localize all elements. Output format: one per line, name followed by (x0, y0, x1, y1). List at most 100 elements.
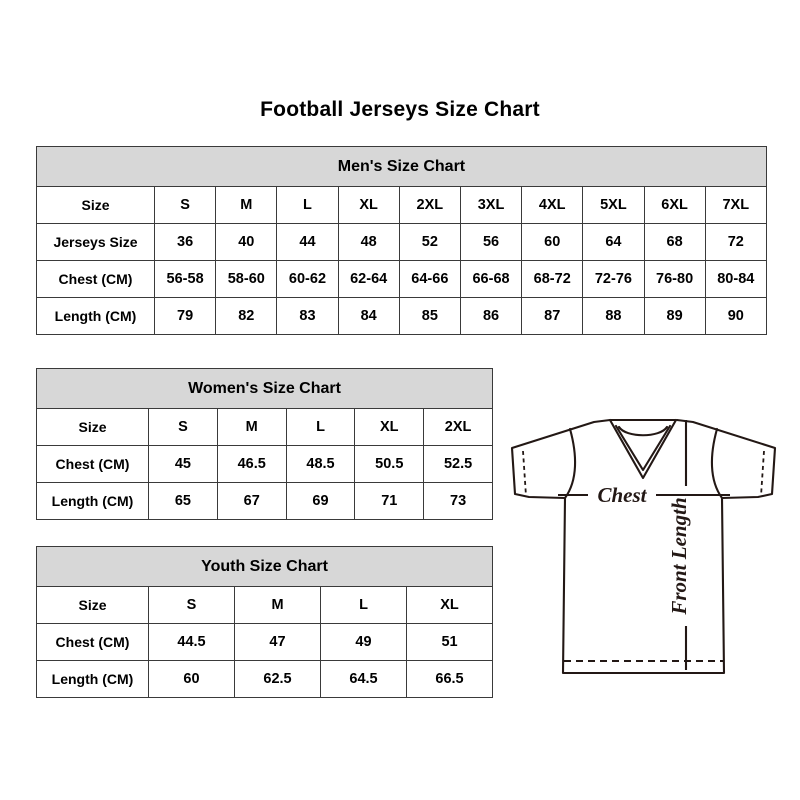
row-label-chest: Chest (CM) (36, 260, 155, 298)
table-cell: 90 (704, 297, 767, 335)
table-cell: 72 (704, 223, 767, 261)
table-cell-size: S (153, 186, 217, 224)
table-cell: 66.5 (405, 660, 494, 698)
tshirt-measurement-diagram: Chest Front Length (498, 398, 788, 698)
row-label-chest: Chest (CM) (36, 445, 149, 483)
table-cell-size: L (285, 408, 356, 446)
table-cell: 84 (337, 297, 400, 335)
shirt-left-cuff-dash (522, 450, 527, 497)
table-cell: 60 (521, 223, 584, 261)
womens-size-chart-table: Women's Size Chart Size S M L XL 2XL Che… (35, 368, 494, 520)
table-cell-size: 2XL (423, 408, 494, 446)
row-label-jerseys-size: Jerseys Size (36, 223, 155, 261)
youth-size-chart-table: Youth Size Chart Size S M L XL Chest (CM… (35, 546, 494, 698)
mens-size-chart-table: Men's Size Chart Size S M L XL 2XL 3XL 4… (36, 146, 767, 335)
youth-table-caption: Youth Size Chart (35, 546, 494, 587)
page-title: Football Jerseys Size Chart (260, 98, 540, 121)
table-cell: 71 (354, 482, 425, 520)
table-caption-row: Women's Size Chart (35, 368, 494, 409)
table-row: Length (CM) 60 62.5 64.5 66.5 (36, 660, 494, 698)
shirt-vneck-inner-1 (614, 424, 672, 472)
row-label-size: Size (36, 408, 149, 446)
table-cell: 67 (216, 482, 287, 520)
womens-table-caption: Women's Size Chart (35, 368, 494, 409)
table-cell-size: M (216, 408, 287, 446)
table-cell-size: 6XL (643, 186, 706, 224)
table-cell-size: M (215, 186, 278, 224)
table-cell: 68 (643, 223, 706, 261)
table-row: Length (CM) 79 82 83 84 85 86 87 88 89 9… (36, 297, 767, 335)
shirt-right-sleeve-seam (710, 427, 724, 500)
row-label-length: Length (CM) (36, 482, 149, 520)
table-cell-size: L (320, 586, 407, 624)
shirt-left-sleeve-seam (563, 427, 577, 500)
table-cell: 83 (276, 297, 339, 335)
table-cell: 51 (405, 623, 494, 661)
table-cell: 72-76 (582, 260, 645, 298)
table-cell-size: S (148, 408, 218, 446)
table-row-header: Size S M L XL 2XL (36, 408, 494, 446)
table-cell: 36 (153, 223, 217, 261)
table-cell: 76-80 (643, 260, 706, 298)
table-cell: 58-60 (215, 260, 278, 298)
table-row: Chest (CM) 45 46.5 48.5 50.5 52.5 (36, 445, 494, 483)
mens-table-caption: Men's Size Chart (36, 146, 767, 187)
table-cell: 48.5 (285, 445, 356, 483)
table-cell: 40 (215, 223, 278, 261)
table-cell: 52.5 (423, 445, 494, 483)
table-cell: 68-72 (521, 260, 584, 298)
table-row: Length (CM) 65 67 69 71 73 (36, 482, 494, 520)
table-cell: 86 (459, 297, 523, 335)
row-label-size: Size (36, 186, 155, 224)
table-row-header: Size S M L XL (36, 586, 494, 624)
table-cell: 50.5 (354, 445, 425, 483)
table-cell-size: XL (337, 186, 400, 224)
table-cell-size: XL (405, 586, 494, 624)
table-cell-size: S (148, 586, 235, 624)
table-row-header: Size S M L XL 2XL 3XL 4XL 5XL 6XL 7XL (36, 186, 767, 224)
table-cell-size: 2XL (398, 186, 461, 224)
table-cell-size: 4XL (521, 186, 584, 224)
table-cell-size: 7XL (704, 186, 767, 224)
table-cell: 64.5 (320, 660, 407, 698)
table-cell: 66-68 (459, 260, 523, 298)
chest-measure-label: Chest (597, 483, 647, 507)
table-cell: 65 (148, 482, 218, 520)
table-cell-size: XL (354, 408, 425, 446)
shirt-neck-inner-arc (617, 425, 669, 437)
table-cell-size: 5XL (582, 186, 645, 224)
table-cell: 44.5 (148, 623, 235, 661)
table-cell: 64-66 (398, 260, 461, 298)
table-cell: 89 (643, 297, 706, 335)
table-cell: 60 (148, 660, 235, 698)
row-label-length: Length (CM) (36, 297, 155, 335)
table-cell: 82 (215, 297, 278, 335)
table-cell: 60-62 (276, 260, 339, 298)
table-cell: 45 (148, 445, 218, 483)
table-cell: 62.5 (234, 660, 321, 698)
table-cell: 52 (398, 223, 461, 261)
table-row: Jerseys Size 36 40 44 48 52 56 60 64 68 … (36, 223, 767, 261)
table-cell: 79 (153, 297, 217, 335)
table-cell-size: L (276, 186, 339, 224)
table-caption-row: Men's Size Chart (36, 146, 767, 187)
table-cell: 46.5 (216, 445, 287, 483)
row-label-size: Size (36, 586, 149, 624)
table-cell: 48 (337, 223, 400, 261)
table-row: Chest (CM) 56-58 58-60 60-62 62-64 64-66… (36, 260, 767, 298)
table-cell: 49 (320, 623, 407, 661)
table-cell: 44 (276, 223, 339, 261)
table-cell: 80-84 (704, 260, 767, 298)
table-cell-size: 3XL (459, 186, 523, 224)
shirt-vneck-outer (608, 418, 678, 480)
table-cell: 87 (521, 297, 584, 335)
table-cell: 64 (582, 223, 645, 261)
table-cell: 47 (234, 623, 321, 661)
shirt-right-cuff-dash (760, 450, 765, 497)
front-length-measure-label: Front Length (667, 497, 691, 615)
table-cell: 69 (285, 482, 356, 520)
table-cell: 88 (582, 297, 645, 335)
table-cell: 56-58 (153, 260, 217, 298)
table-cell: 85 (398, 297, 461, 335)
row-label-length: Length (CM) (36, 660, 149, 698)
